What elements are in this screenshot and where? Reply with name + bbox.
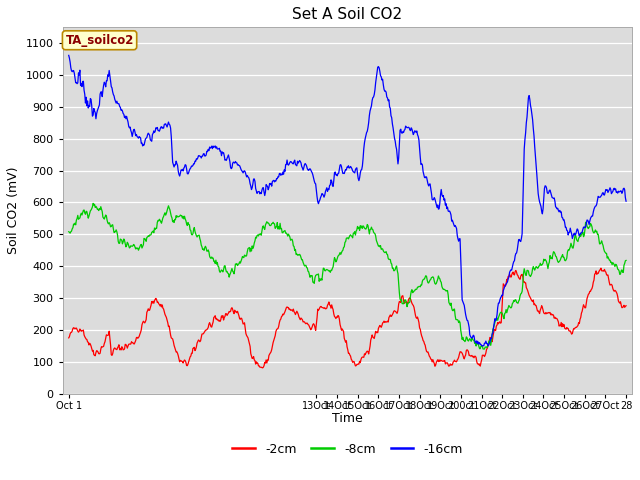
-8cm xyxy=(479,346,487,352)
Line: -16cm: -16cm xyxy=(68,55,626,346)
Y-axis label: Soil CO2 (mV): Soil CO2 (mV) xyxy=(7,167,20,254)
-2cm xyxy=(622,303,630,309)
-2cm xyxy=(65,335,72,341)
-2cm xyxy=(545,310,553,316)
-2cm xyxy=(259,365,266,371)
X-axis label: Time: Time xyxy=(332,412,363,425)
Line: -8cm: -8cm xyxy=(68,204,626,349)
Line: -2cm: -2cm xyxy=(68,268,626,368)
-2cm xyxy=(389,311,397,316)
-8cm xyxy=(100,215,108,221)
-16cm xyxy=(545,188,553,193)
-8cm xyxy=(404,301,412,307)
Legend: -2cm, -8cm, -16cm: -2cm, -8cm, -16cm xyxy=(227,438,467,461)
Title: Set A Soil CO2: Set A Soil CO2 xyxy=(292,7,403,22)
-2cm xyxy=(488,339,496,345)
Text: TA_soilco2: TA_soilco2 xyxy=(65,34,134,47)
-16cm xyxy=(65,52,72,58)
-8cm xyxy=(622,258,630,264)
-16cm xyxy=(484,343,492,348)
-16cm xyxy=(99,87,107,93)
-8cm xyxy=(489,326,497,332)
-2cm xyxy=(99,344,107,349)
-8cm xyxy=(420,276,428,282)
-2cm xyxy=(597,265,605,271)
-2cm xyxy=(404,300,412,306)
-8cm xyxy=(389,265,397,271)
-16cm xyxy=(420,171,428,177)
-8cm xyxy=(90,201,97,206)
-16cm xyxy=(622,198,630,204)
-16cm xyxy=(488,331,496,337)
-16cm xyxy=(403,125,411,131)
-8cm xyxy=(65,229,72,235)
-2cm xyxy=(420,341,428,347)
-16cm xyxy=(388,121,396,127)
-8cm xyxy=(546,252,554,258)
